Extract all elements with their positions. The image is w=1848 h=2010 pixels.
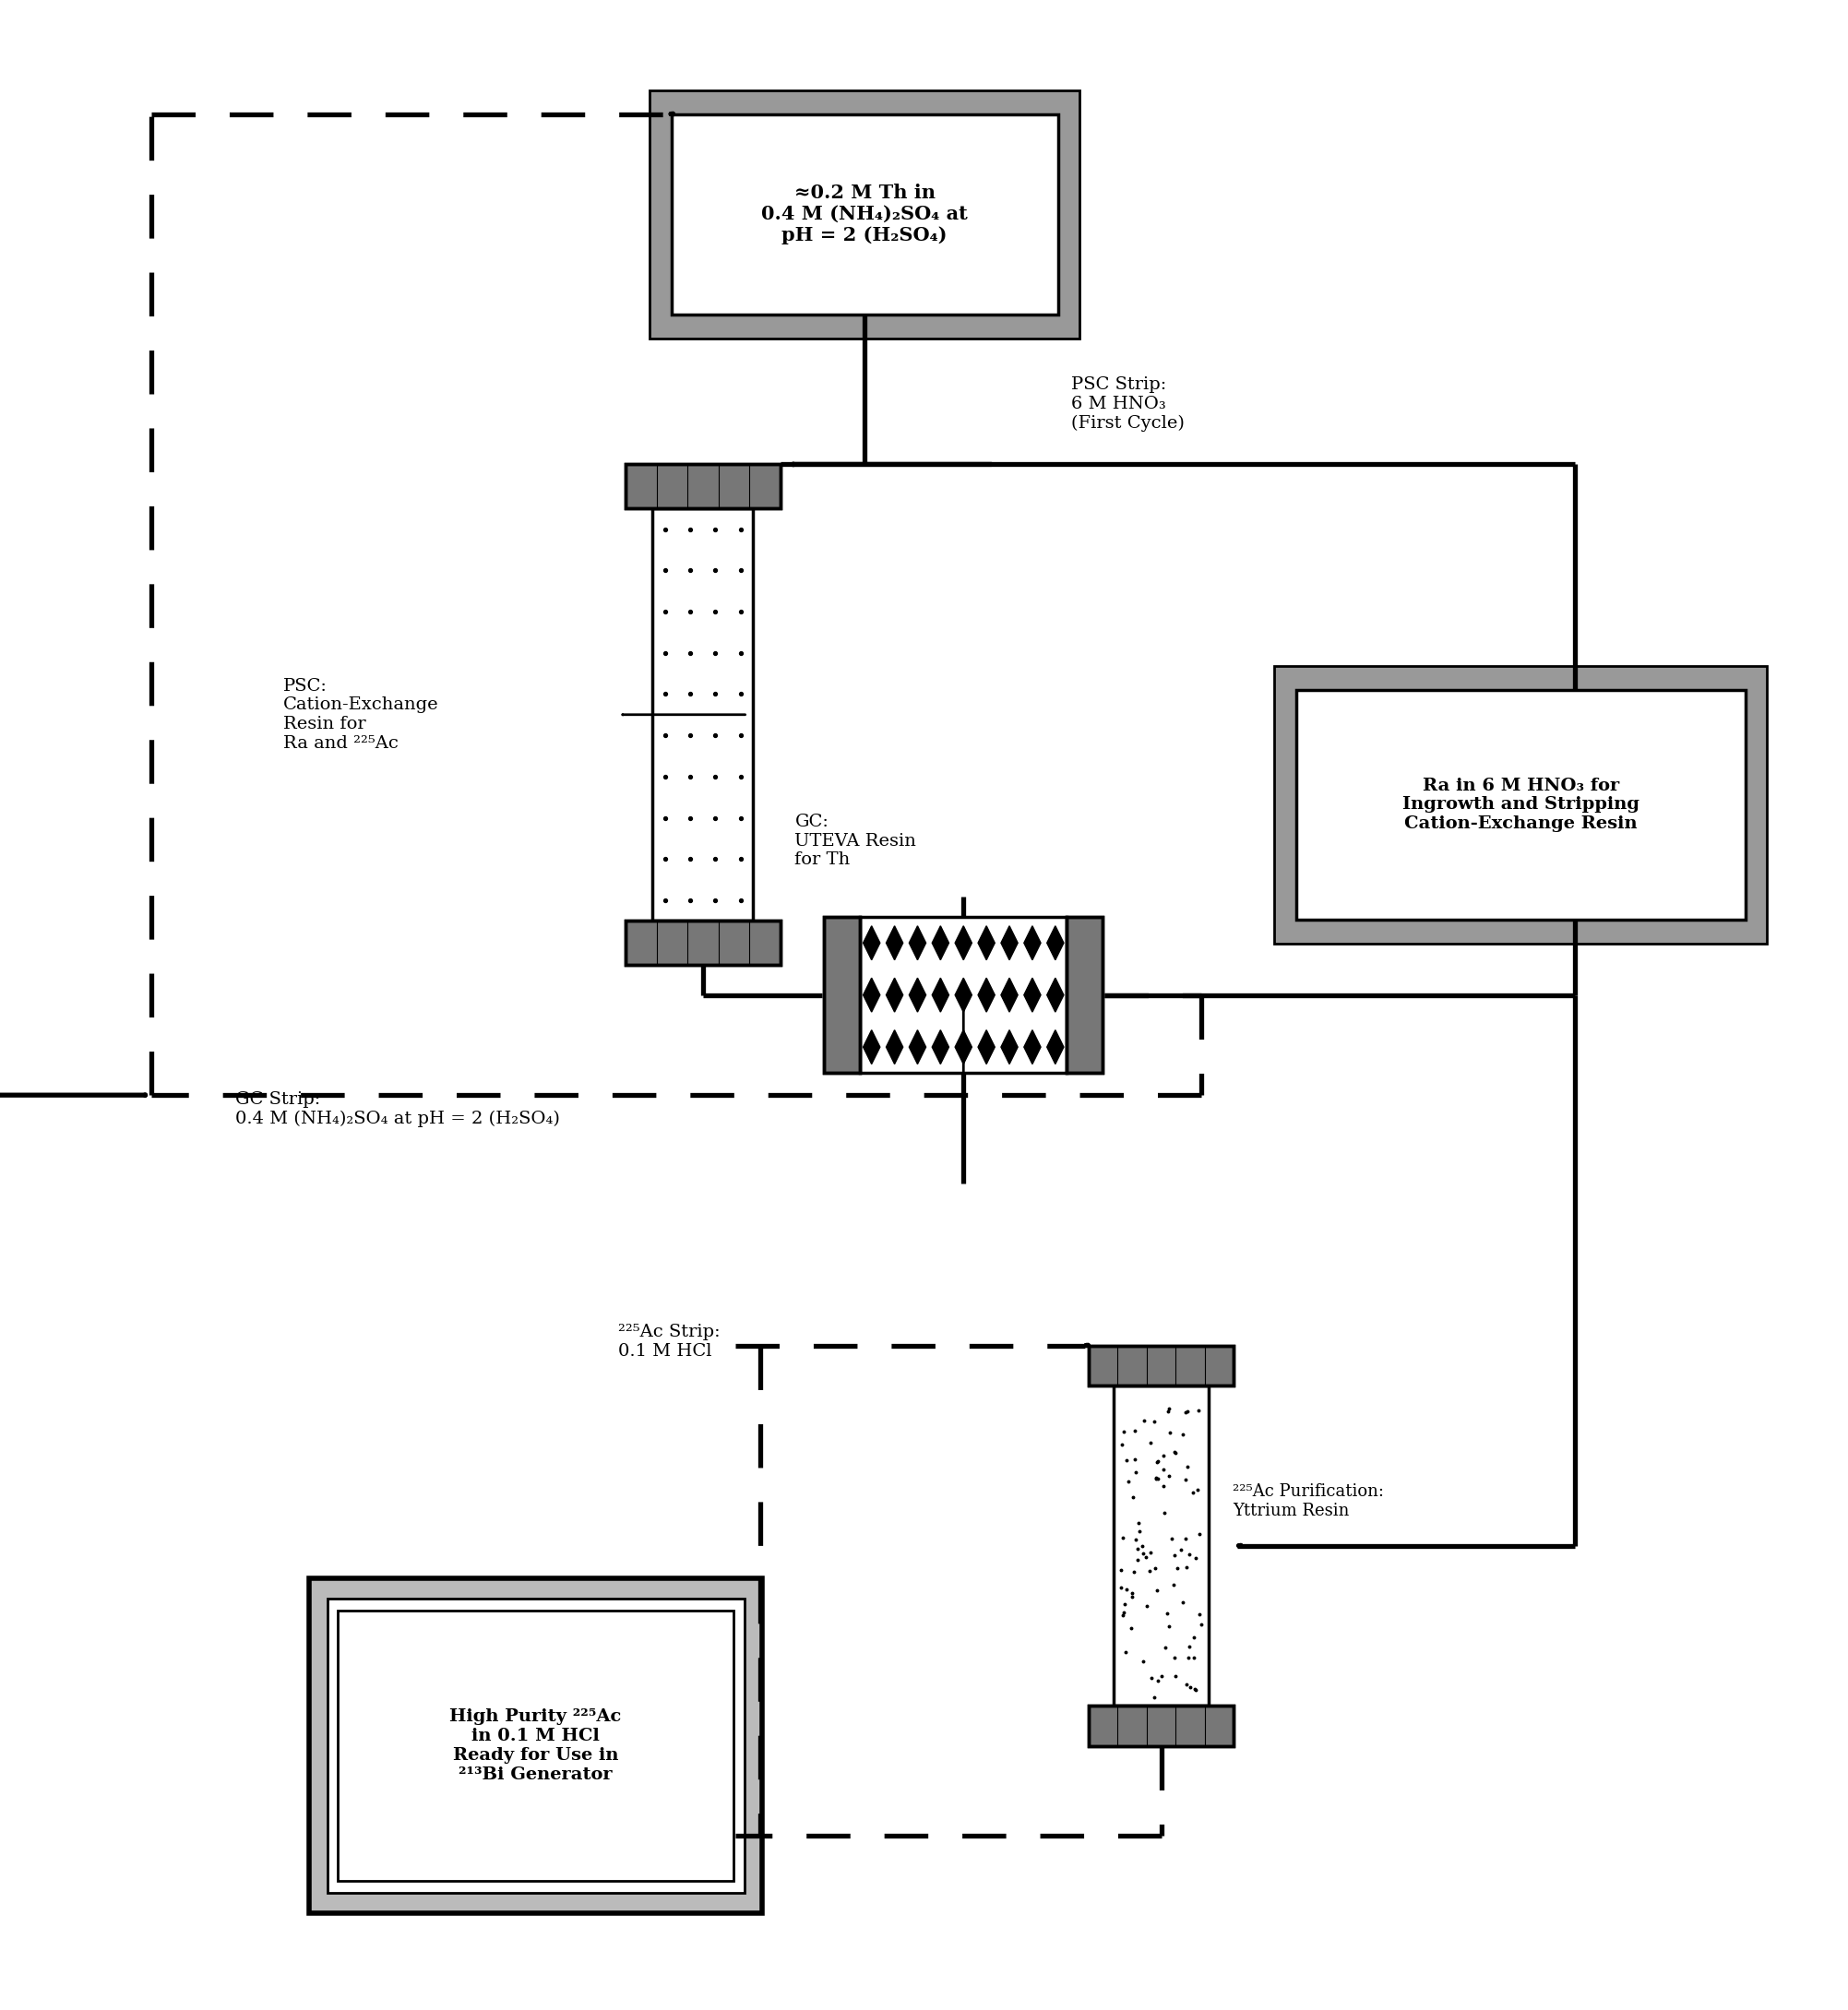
Bar	[1066, 917, 1103, 1073]
Polygon shape	[978, 927, 994, 961]
Text: ≈0.2 M Th in
0.4 M (NH₄)₂SO₄ at
pH = 2 (H₂SO₄): ≈0.2 M Th in 0.4 M (NH₄)₂SO₄ at pH = 2 (…	[761, 183, 968, 245]
Polygon shape	[887, 1029, 904, 1063]
Text: PSC Strip:
6 M HNO₃
(First Cycle): PSC Strip: 6 M HNO₃ (First Cycle)	[1072, 376, 1185, 432]
Text: GC Strip:
0.4 M (NH₄)₂SO₄ at pH = 2 (H₂SO₄): GC Strip: 0.4 M (NH₄)₂SO₄ at pH = 2 (H₂S…	[235, 1091, 560, 1128]
Bar	[1275, 665, 1767, 945]
Polygon shape	[931, 927, 948, 961]
Polygon shape	[863, 1029, 880, 1063]
Bar	[652, 509, 754, 921]
Polygon shape	[1048, 1029, 1064, 1063]
Polygon shape	[955, 979, 972, 1011]
Polygon shape	[978, 979, 994, 1011]
Polygon shape	[1048, 927, 1064, 961]
Bar	[859, 917, 1066, 1073]
Polygon shape	[863, 979, 880, 1011]
Bar	[309, 1578, 761, 1914]
Polygon shape	[863, 927, 880, 961]
Bar	[1088, 1706, 1234, 1747]
Polygon shape	[1002, 979, 1018, 1011]
Bar	[650, 90, 1079, 338]
Text: GC:
UTEVA Resin
for Th: GC: UTEVA Resin for Th	[795, 814, 917, 868]
Text: ²²⁵Ac Strip:
0.1 M HCl: ²²⁵Ac Strip: 0.1 M HCl	[619, 1323, 721, 1359]
Polygon shape	[1002, 1029, 1018, 1063]
Polygon shape	[1024, 1029, 1040, 1063]
Bar	[327, 1598, 745, 1893]
Bar	[1088, 1345, 1234, 1385]
Polygon shape	[887, 979, 904, 1011]
Bar	[824, 917, 859, 1073]
Polygon shape	[909, 979, 926, 1011]
Polygon shape	[931, 979, 948, 1011]
Polygon shape	[978, 1029, 994, 1063]
Bar	[1066, 917, 1103, 1073]
Bar	[1114, 1385, 1209, 1706]
Bar	[626, 464, 780, 509]
Polygon shape	[1002, 927, 1018, 961]
Bar	[338, 1610, 734, 1881]
Bar	[1295, 689, 1745, 921]
Bar	[626, 464, 780, 509]
Bar	[626, 921, 780, 965]
Bar	[1088, 1706, 1234, 1747]
Polygon shape	[1024, 927, 1040, 961]
Polygon shape	[931, 1029, 948, 1063]
Polygon shape	[909, 927, 926, 961]
Bar	[626, 921, 780, 965]
Text: PSC:
Cation-Exchange
Resin for
Ra and ²²⁵Ac: PSC: Cation-Exchange Resin for Ra and ²²…	[283, 677, 440, 752]
Polygon shape	[955, 927, 972, 961]
Bar	[824, 917, 859, 1073]
Polygon shape	[887, 927, 904, 961]
Text: Ra in 6 M HNO₃ for
Ingrowth and Stripping
Cation-Exchange Resin: Ra in 6 M HNO₃ for Ingrowth and Strippin…	[1403, 778, 1639, 832]
Bar	[671, 115, 1057, 314]
Polygon shape	[1048, 979, 1064, 1011]
Polygon shape	[1024, 979, 1040, 1011]
Bar	[1088, 1345, 1234, 1385]
Polygon shape	[909, 1029, 926, 1063]
Text: ²²⁵Ac Purification:
Yttrium Resin: ²²⁵Ac Purification: Yttrium Resin	[1233, 1483, 1384, 1520]
Text: High Purity ²²⁵Ac
in 0.1 M HCl
Ready for Use in
²¹³Bi Generator: High Purity ²²⁵Ac in 0.1 M HCl Ready for…	[449, 1708, 621, 1783]
Polygon shape	[955, 1029, 972, 1063]
